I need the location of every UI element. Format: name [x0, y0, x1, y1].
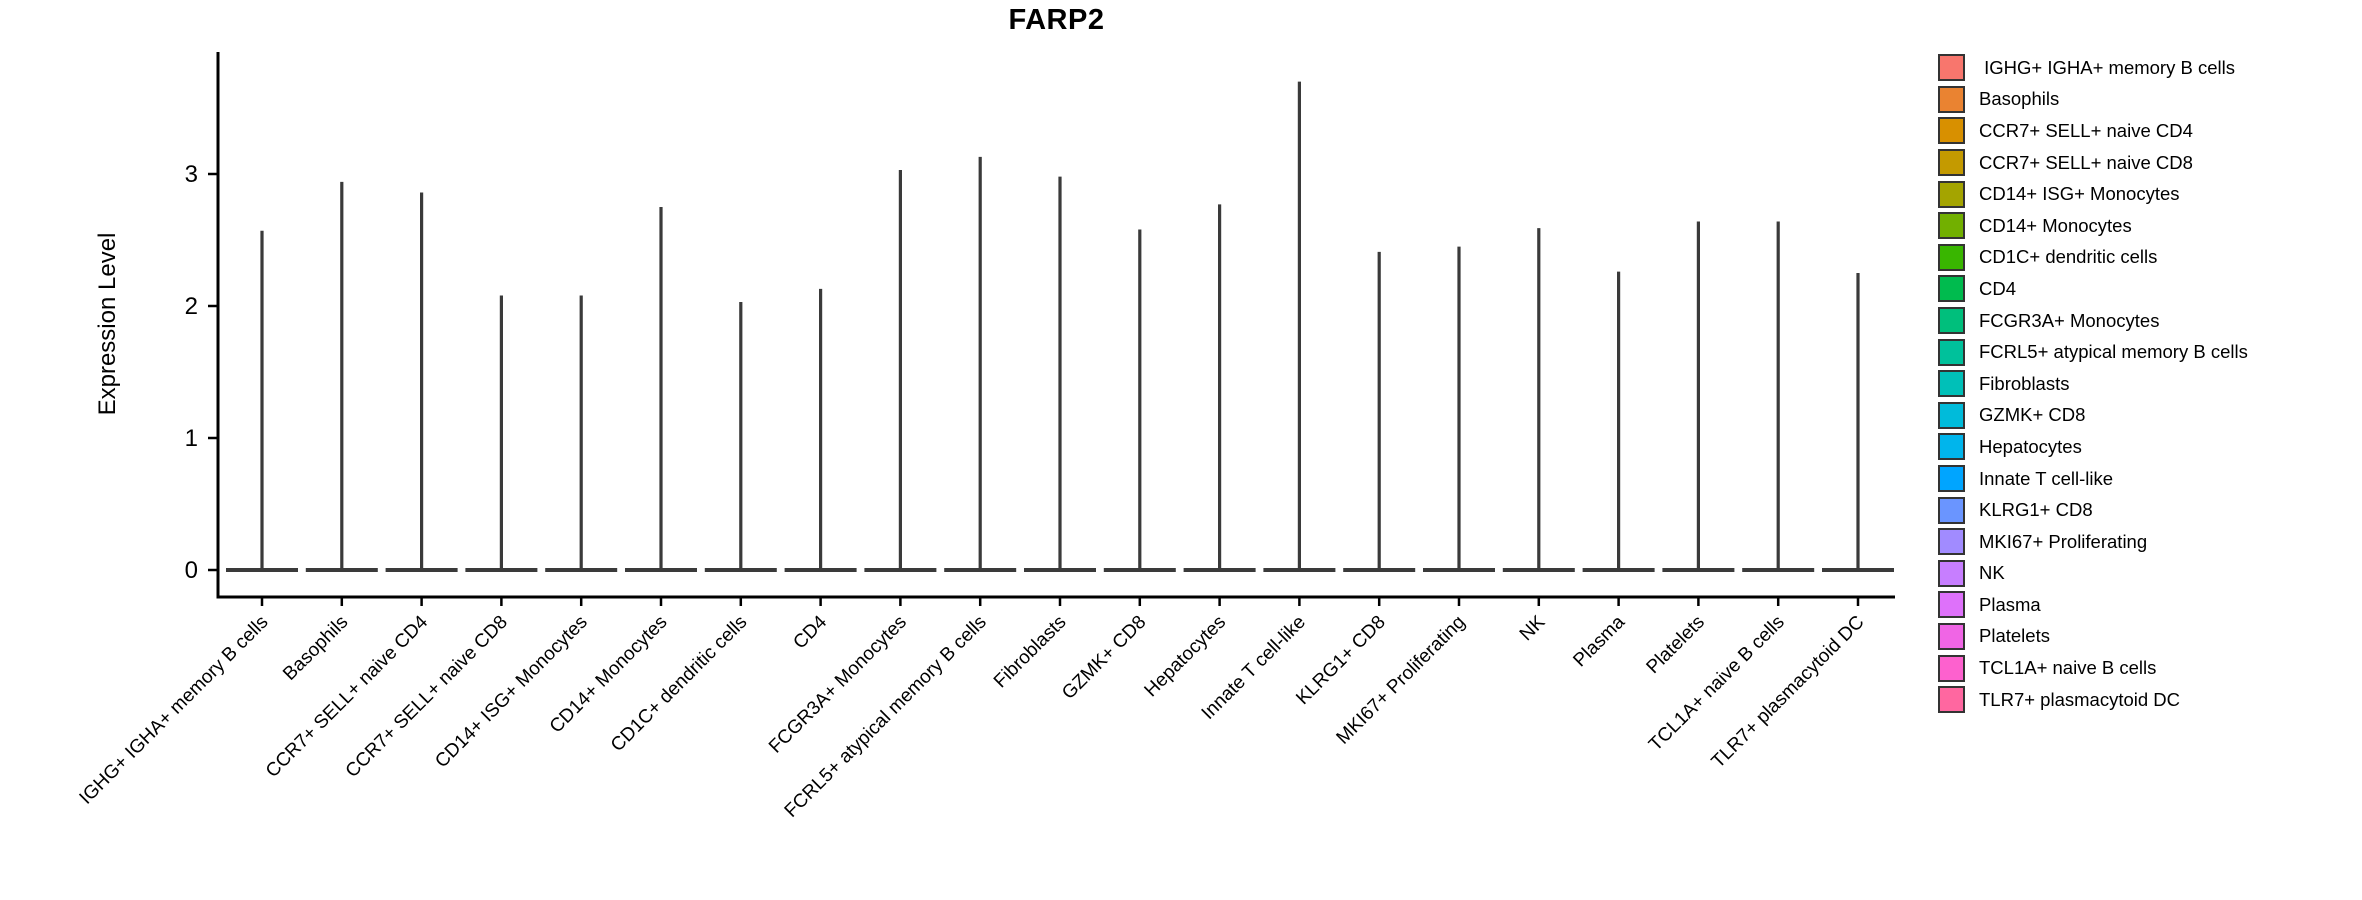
x-category-label: CD14+ ISG+ Monocytes	[431, 612, 591, 772]
legend-swatch	[1938, 307, 1965, 335]
legend-item: Basophils	[1938, 84, 2248, 116]
x-category-label: Plasma	[1569, 611, 1629, 671]
legend-item: CD14+ ISG+ Monocytes	[1938, 178, 2248, 210]
legend-label: KLRG1+ CD8	[1979, 499, 2093, 521]
y-tick-label: 2	[185, 293, 198, 320]
legend-item: IGHG+ IGHA+ memory B cells	[1938, 52, 2248, 84]
legend-label: NK	[1979, 562, 2005, 584]
legend-swatch	[1938, 433, 1965, 461]
legend-item: Hepatocytes	[1938, 431, 2248, 463]
legend-item: TLR7+ plasmacytoid DC	[1938, 684, 2248, 716]
x-category-label: Hepatocytes	[1141, 612, 1231, 702]
x-category-label: CD4	[789, 611, 831, 653]
legend-item: FCGR3A+ Monocytes	[1938, 305, 2248, 337]
x-category-label: TLR7+ plasmacytoid DC	[1708, 612, 1869, 773]
legend-item: KLRG1+ CD8	[1938, 494, 2248, 526]
legend-item: GZMK+ CD8	[1938, 400, 2248, 432]
x-category-label: GZMK+ CD8	[1058, 612, 1150, 704]
legend-item: Innate T cell-like	[1938, 463, 2248, 495]
y-tick-label: 1	[185, 425, 198, 452]
x-category-label: FCGR3A+ Monocytes	[765, 612, 911, 758]
legend-swatch	[1938, 686, 1965, 714]
legend-item: CD4	[1938, 273, 2248, 305]
y-tick-label: 0	[185, 557, 198, 584]
legend-label: CD1C+ dendritic cells	[1979, 246, 2158, 268]
legend-label: Platelets	[1979, 625, 2050, 647]
legend-swatch	[1938, 528, 1965, 556]
x-category-label: NK	[1516, 611, 1550, 645]
legend-label: Fibroblasts	[1979, 372, 2070, 394]
legend-label: CD4	[1979, 277, 2017, 299]
legend-label: MKI67+ Proliferating	[1979, 530, 2148, 552]
legend-item: Plasma	[1938, 589, 2248, 621]
chart-title: FARP2	[1008, 4, 1105, 36]
x-category-label: IGHG+ IGHA+ memory B cells	[76, 612, 273, 809]
legend-swatch	[1938, 591, 1965, 619]
x-category-label: CCR7+ SELL+ naive CD8	[342, 612, 512, 782]
legend-label: CD14+ ISG+ Monocytes	[1979, 183, 2180, 205]
legend-item: CCR7+ SELL+ naive CD8	[1938, 147, 2248, 179]
legend-swatch	[1938, 275, 1965, 303]
x-category-label: CCR7+ SELL+ naive CD4	[262, 611, 432, 781]
legend-label: Hepatocytes	[1979, 435, 2082, 457]
legend-label: CCR7+ SELL+ naive CD4	[1979, 119, 2193, 141]
legend-swatch	[1938, 54, 1965, 82]
legend-label: FCRL5+ atypical memory B cells	[1979, 341, 2248, 363]
y-tick-label: 3	[185, 161, 198, 188]
legend-swatch	[1938, 496, 1965, 524]
legend-label: GZMK+ CD8	[1979, 404, 2086, 426]
legend-item: Platelets	[1938, 621, 2248, 653]
legend-label: IGHG+ IGHA+ memory B cells	[1979, 56, 2235, 78]
legend-swatch	[1938, 85, 1965, 113]
x-category-label: Basophils	[279, 612, 352, 685]
legend-swatch	[1938, 401, 1965, 429]
x-category-label: Fibroblasts	[990, 612, 1071, 693]
x-category-label: Platelets	[1643, 612, 1709, 678]
legend-item: CD1C+ dendritic cells	[1938, 242, 2248, 274]
legend-item: NK	[1938, 558, 2248, 590]
legend-label: FCGR3A+ Monocytes	[1979, 309, 2160, 331]
legend-item: CD14+ Monocytes	[1938, 210, 2248, 242]
legend-swatch	[1938, 559, 1965, 587]
legend-swatch	[1938, 622, 1965, 650]
legend-item: TCL1A+ naive B cells	[1938, 652, 2248, 684]
legend-label: Plasma	[1979, 593, 2041, 615]
x-category-label: TCL1A+ naive B cells	[1645, 612, 1789, 756]
legend-swatch	[1938, 212, 1965, 240]
legend-item: Fibroblasts	[1938, 368, 2248, 400]
legend-swatch	[1938, 117, 1965, 145]
legend-swatch	[1938, 180, 1965, 208]
legend-swatch	[1938, 243, 1965, 271]
legend-swatch	[1938, 149, 1965, 177]
legend-swatch	[1938, 338, 1965, 366]
legend-label: Innate T cell-like	[1979, 467, 2114, 489]
legend-label: TLR7+ plasmacytoid DC	[1979, 688, 2181, 710]
legend-item: CCR7+ SELL+ naive CD4	[1938, 115, 2248, 147]
legend-label: CD14+ Monocytes	[1979, 214, 2132, 236]
legend: IGHG+ IGHA+ memory B cells Basophils CCR7+…	[1938, 52, 2248, 715]
legend-item: MKI67+ Proliferating	[1938, 526, 2248, 558]
legend-label: CCR7+ SELL+ naive CD8	[1979, 151, 2193, 173]
legend-label: Basophils	[1979, 88, 2060, 110]
legend-swatch	[1938, 370, 1965, 398]
legend-swatch	[1938, 654, 1965, 682]
legend-item: FCRL5+ atypical memory B cells	[1938, 336, 2248, 368]
legend-label: TCL1A+ naive B cells	[1979, 657, 2157, 679]
legend-swatch	[1938, 465, 1965, 493]
x-category-label: CD1C+ dendritic cells	[607, 612, 751, 756]
